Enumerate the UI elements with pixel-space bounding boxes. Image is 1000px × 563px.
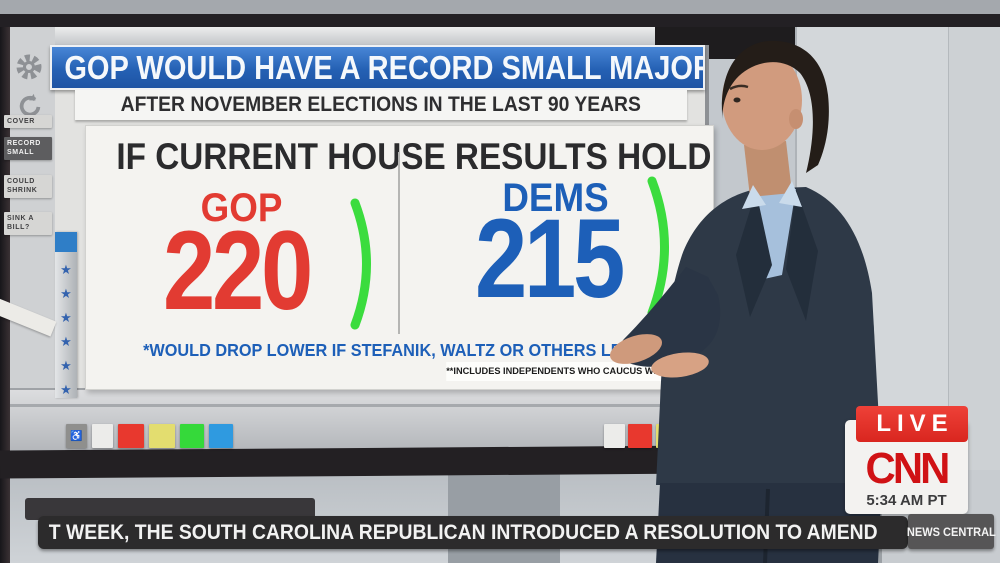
- dems-label: DEMS: [502, 176, 609, 220]
- slide-tab-cover[interactable]: COVER: [4, 115, 52, 129]
- footnote-secondary: **INCLUDES INDEPENDENTS WHO CAUCUS WITH …: [446, 362, 723, 381]
- dems-paren-mark: [647, 176, 669, 318]
- monitor-top-frame: [0, 27, 795, 45]
- headline-subtitle-strip: AFTER NOVEMBER ELECTIONS IN THE LAST 90 …: [75, 90, 687, 120]
- slide-tab-sink-a-bill[interactable]: SINK A BILL?: [4, 212, 52, 235]
- slide-tab-record-small[interactable]: RECORD SMALL: [4, 137, 52, 160]
- tray-swatch-red[interactable]: [628, 424, 652, 448]
- results-headline: IF CURRENT HOUSE RESULTS HOLD: [116, 136, 712, 177]
- gear-icon[interactable]: [14, 52, 44, 82]
- dems-seat-count: 215: [475, 196, 625, 321]
- star-icon: ★: [60, 262, 72, 277]
- footnote-primary: *WOULD DROP LOWER IF STEFANIK, WALTZ OR …: [143, 340, 654, 360]
- star-icon: ★: [60, 358, 72, 373]
- tray-swatch-green[interactable]: [180, 424, 204, 448]
- program-name: NEWS CENTRAL: [906, 524, 996, 539]
- star-strip-cap: [55, 232, 77, 252]
- studio-dark-band: [0, 14, 1000, 27]
- headline-banner: GOP WOULD HAVE A RECORD SMALL MAJORITY: [50, 45, 705, 90]
- studio-wall-panel: [948, 27, 1000, 470]
- tray-swatch-red[interactable]: [118, 424, 144, 448]
- slide-tab-could-shrink[interactable]: COULD SHRINK: [4, 175, 52, 198]
- tray-swatch-gray[interactable]: ♿: [66, 424, 87, 448]
- ticker-text: T WEEK, THE SOUTH CAROLINA REPUBLICAN IN…: [48, 520, 878, 544]
- live-badge: LIVE: [856, 406, 968, 442]
- gop-paren-mark: [350, 198, 371, 330]
- star-icon: ★: [60, 286, 72, 301]
- star-icon: ★: [60, 334, 72, 349]
- refresh-icon[interactable]: [16, 92, 44, 120]
- gop-label: GOP: [200, 186, 283, 230]
- star-strip: ★ ★ ★ ★ ★ ★: [55, 232, 77, 398]
- star-icon: ★: [60, 310, 72, 325]
- monitor-left-bezel: [0, 27, 10, 563]
- results-divider: [398, 152, 400, 334]
- program-badge: NEWS CENTRAL: [906, 514, 996, 549]
- monitor-base-shadow: [25, 498, 315, 520]
- headline-subtitle: AFTER NOVEMBER ELECTIONS IN THE LAST 90 …: [120, 93, 642, 116]
- tray-swatch-blue[interactable]: [209, 424, 233, 448]
- gop-seat-count: 220: [163, 208, 313, 333]
- monitor-tray-ridge: [10, 404, 705, 407]
- cnn-logo: CNN: [865, 444, 950, 493]
- tray-swatch-white[interactable]: [92, 424, 113, 448]
- news-ticker: T WEEK, THE SOUTH CAROLINA REPUBLICAN IN…: [38, 516, 908, 549]
- tray-swatch-yellow[interactable]: [149, 424, 175, 448]
- headline-title: GOP WOULD HAVE A RECORD SMALL MAJORITY: [64, 48, 705, 86]
- touchscreen-tool-column: [10, 27, 55, 450]
- live-label: LIVE: [876, 410, 954, 437]
- star-icon: ★: [60, 382, 72, 397]
- tray-swatch-white[interactable]: [604, 424, 625, 448]
- studio-ceiling-band: [0, 0, 1000, 14]
- broadcast-time: 5:34 AM PT: [866, 492, 947, 509]
